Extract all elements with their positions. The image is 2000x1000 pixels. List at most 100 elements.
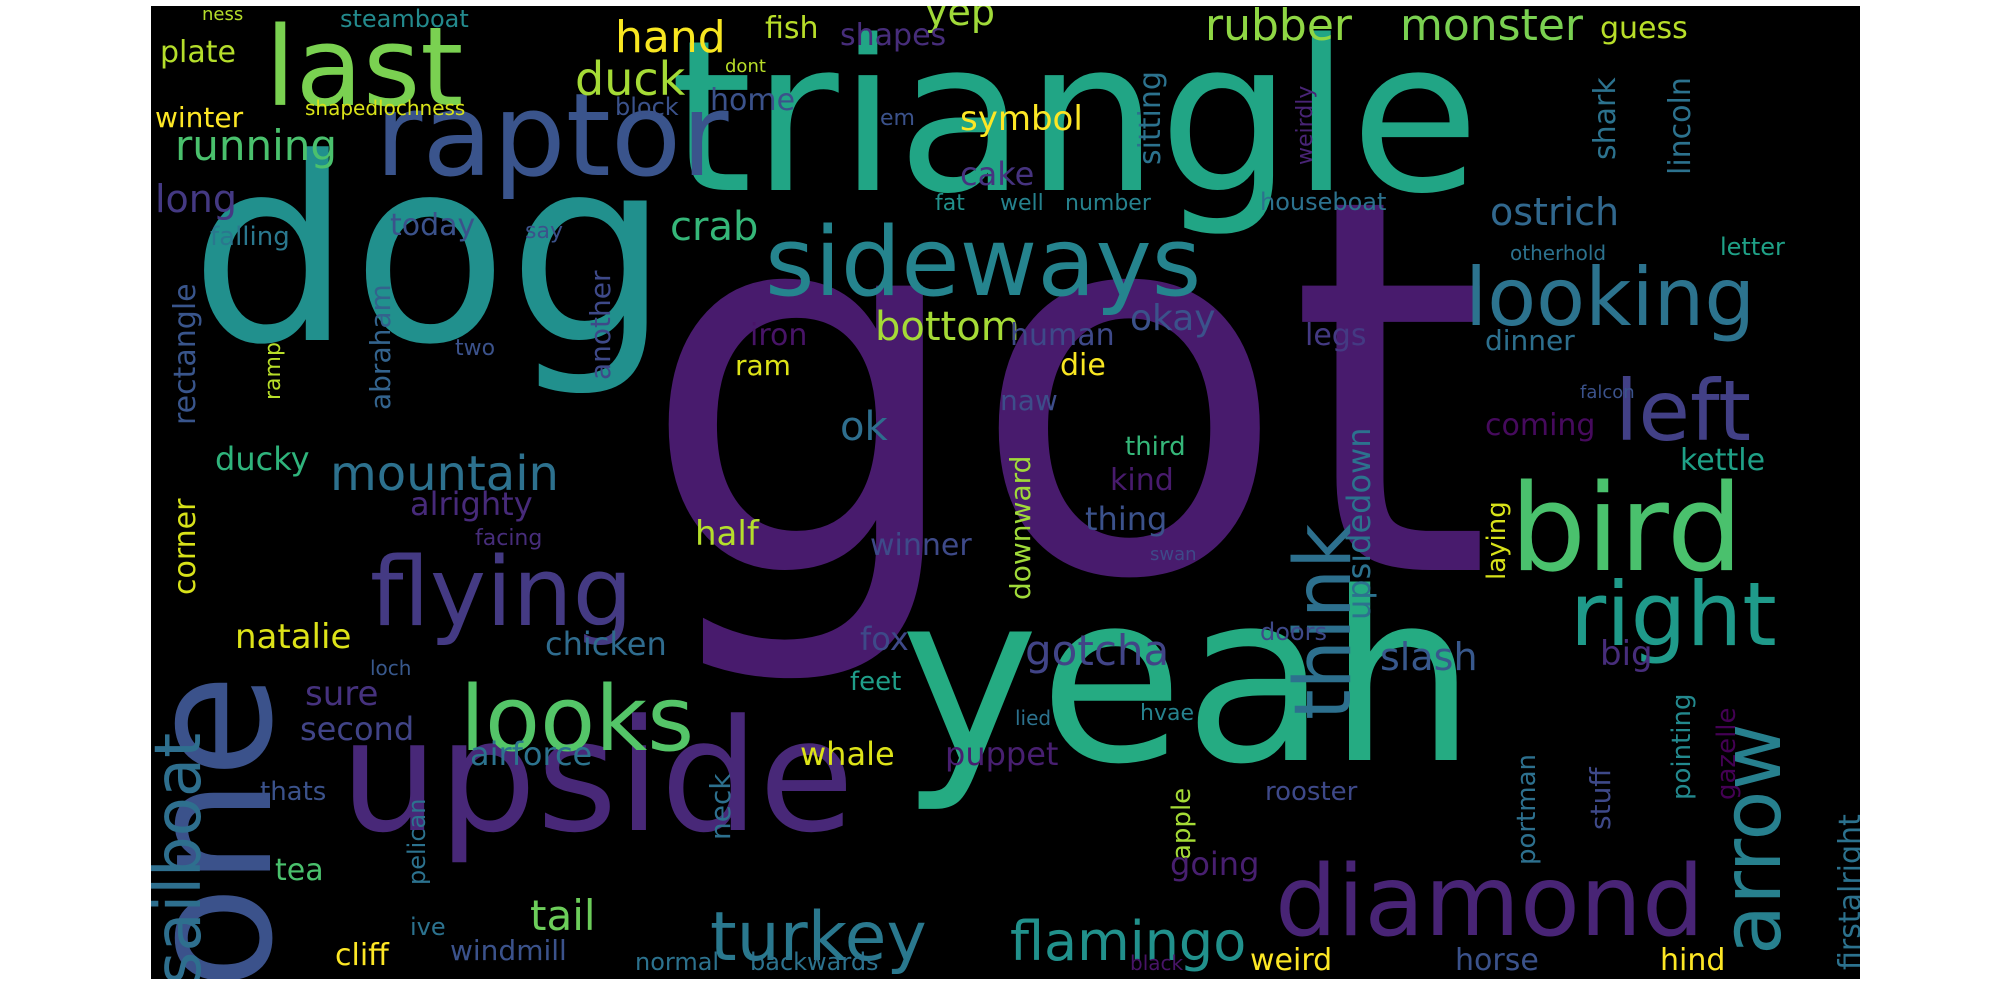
word-fish: fish — [765, 11, 819, 46]
word-alrighty: alrighty — [410, 485, 533, 523]
word-laying: laying — [1482, 501, 1512, 580]
word-rooster: rooster — [1265, 777, 1358, 807]
word-tea: tea — [275, 853, 324, 888]
word-bird: bird — [1510, 460, 1743, 599]
word-well: well — [1000, 191, 1044, 216]
word-firstalright: firstalright — [1833, 814, 1860, 970]
word-letter: letter — [1720, 233, 1785, 261]
word-naw: naw — [1000, 384, 1058, 417]
word-say: say — [525, 219, 563, 244]
word-human: human — [1010, 318, 1115, 353]
word-shapes: shapes — [840, 18, 946, 53]
word-okay: okay — [1130, 298, 1216, 339]
word-loch: loch — [370, 656, 411, 680]
word-facing: facing — [475, 526, 542, 551]
word-winter: winter — [155, 101, 244, 134]
word-turkey: turkey — [710, 898, 927, 977]
word-cake: cake — [960, 155, 1034, 193]
word-monster: monster — [1400, 6, 1584, 51]
word-kettle: kettle — [1680, 443, 1765, 478]
word-backwards: backwards — [750, 948, 879, 976]
word-gotcha: gotcha — [1025, 626, 1169, 675]
word-winner: winner — [870, 528, 972, 563]
word-another: another — [584, 270, 617, 380]
word-legs: legs — [1305, 318, 1366, 353]
word-abraham: abraham — [364, 284, 397, 410]
word-whale: whale — [800, 735, 895, 773]
word-iron: iron — [750, 318, 807, 353]
word-cloud-panel: got triangle dog yeah one upside raptor sideway… — [151, 6, 1860, 979]
word-otherhold: otherhold — [1510, 241, 1606, 265]
word-black: black — [1130, 951, 1184, 975]
word-sailboat: sailboat — [151, 733, 216, 979]
word-today: today — [390, 208, 475, 243]
word-thats: thats — [260, 777, 326, 807]
word-swan: swan — [1150, 544, 1197, 565]
word-lincoln: lincoln — [1663, 77, 1698, 175]
word-portman: portman — [1512, 754, 1542, 865]
word-dont: dont — [725, 56, 766, 77]
word-number: number — [1065, 191, 1152, 216]
word-stuff: stuff — [1584, 767, 1617, 830]
word-hvae: hvae — [1140, 701, 1194, 726]
word-weird: weird — [1250, 943, 1332, 978]
word-long: long — [155, 177, 237, 221]
word-sitting: sitting — [1133, 71, 1168, 165]
word-raptor: raptor — [375, 69, 729, 203]
word-ramp: ramp — [261, 342, 286, 400]
word-bottom: bottom — [875, 304, 1020, 350]
word-tail: tail — [530, 891, 596, 940]
word-guess: guess — [1600, 11, 1688, 46]
word-steamboat: steamboat — [340, 6, 469, 33]
word-big: big — [1600, 634, 1653, 674]
word-thing: thing — [1085, 500, 1167, 538]
word-home: home — [710, 83, 795, 118]
word-think: think — [1279, 524, 1369, 720]
word-fat: fat — [935, 191, 965, 216]
word-feet: feet — [850, 667, 901, 697]
word-horse: horse — [1455, 943, 1539, 978]
word-corner: corner — [168, 498, 203, 595]
word-left: left — [1615, 362, 1751, 460]
word-dinner: dinner — [1485, 324, 1575, 357]
word-diamond: diamond — [1275, 845, 1704, 959]
word-fox: fox — [860, 620, 909, 658]
word-shapedlochness: shapedlochness — [305, 96, 465, 120]
word-natalie: natalie — [235, 617, 351, 657]
word-pointing: pointing — [1667, 693, 1697, 800]
word-got: got — [640, 87, 1492, 693]
word-ness: ness — [202, 6, 243, 25]
word-weirdly: weirdly — [1293, 86, 1318, 165]
word-mountain: mountain — [330, 446, 559, 502]
word-second: second — [300, 710, 414, 748]
word-apple: apple — [1167, 788, 1197, 860]
word-sideways: sideways — [765, 208, 1201, 318]
word-two: two — [455, 336, 495, 361]
word-windmill: windmill — [450, 934, 567, 967]
word-half: half — [695, 514, 760, 554]
word-flying: flying — [370, 538, 633, 648]
word-crab: crab — [670, 204, 758, 250]
word-right: right — [1570, 563, 1777, 666]
word-downward: downward — [1004, 456, 1037, 600]
word-arrow: arrow — [1705, 723, 1800, 955]
word-hind: hind — [1660, 943, 1725, 978]
word-ducky: ducky — [215, 440, 310, 478]
word-gazelle: gazelle — [1712, 707, 1742, 800]
word-rubber: rubber — [1205, 6, 1353, 51]
word-ram: ram — [735, 349, 791, 382]
word-duck: duck — [575, 52, 686, 106]
word-airforce: airforce — [470, 735, 592, 773]
word-lied: lied — [1015, 706, 1051, 730]
word-die: die — [1060, 348, 1106, 383]
word-em: em — [880, 106, 915, 131]
word-looking: looking — [1465, 251, 1755, 344]
word-one: one — [151, 674, 311, 979]
word-yep: yep — [925, 6, 995, 34]
word-flamingo: flamingo — [1010, 910, 1246, 973]
word-ive: ive — [410, 913, 446, 941]
word-dog: dog — [190, 104, 670, 401]
word-puppet: puppet — [945, 735, 1058, 773]
word-cliff: cliff — [335, 938, 390, 973]
